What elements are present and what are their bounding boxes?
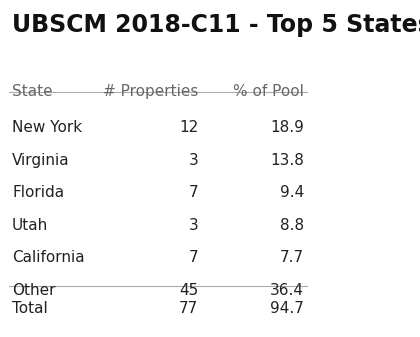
Text: 9.4: 9.4 bbox=[280, 185, 304, 201]
Text: % of Pool: % of Pool bbox=[233, 84, 304, 99]
Text: 13.8: 13.8 bbox=[270, 153, 304, 168]
Text: State: State bbox=[12, 84, 53, 99]
Text: 36.4: 36.4 bbox=[270, 283, 304, 298]
Text: New York: New York bbox=[12, 120, 82, 135]
Text: Utah: Utah bbox=[12, 218, 48, 233]
Text: Virginia: Virginia bbox=[12, 153, 70, 168]
Text: 8.8: 8.8 bbox=[280, 218, 304, 233]
Text: 7.7: 7.7 bbox=[280, 250, 304, 265]
Text: 7: 7 bbox=[189, 250, 198, 265]
Text: 12: 12 bbox=[179, 120, 198, 135]
Text: 3: 3 bbox=[189, 153, 198, 168]
Text: California: California bbox=[12, 250, 85, 265]
Text: 7: 7 bbox=[189, 185, 198, 201]
Text: Florida: Florida bbox=[12, 185, 64, 201]
Text: Total: Total bbox=[12, 301, 48, 316]
Text: 18.9: 18.9 bbox=[270, 120, 304, 135]
Text: 94.7: 94.7 bbox=[270, 301, 304, 316]
Text: UBSCM 2018-C11 - Top 5 States: UBSCM 2018-C11 - Top 5 States bbox=[12, 13, 420, 37]
Text: Other: Other bbox=[12, 283, 55, 298]
Text: 77: 77 bbox=[179, 301, 198, 316]
Text: 45: 45 bbox=[179, 283, 198, 298]
Text: 3: 3 bbox=[189, 218, 198, 233]
Text: # Properties: # Properties bbox=[103, 84, 198, 99]
